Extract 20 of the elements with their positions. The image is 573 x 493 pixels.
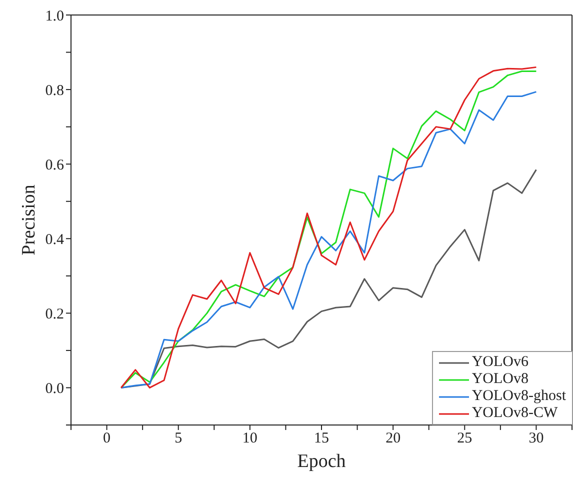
y-tick-label: 0.6	[45, 157, 64, 174]
y-tick-label: 0.0	[45, 381, 64, 398]
y-tick-label: 0.8	[45, 82, 64, 99]
x-tick-label: 0	[103, 430, 111, 447]
x-tick-label: 15	[314, 430, 329, 447]
legend-label: YOLOv8	[472, 371, 528, 388]
x-tick-label: 30	[528, 430, 544, 447]
y-tick-label: 0.2	[45, 306, 64, 323]
legend-label: YOLOv8-ghost	[472, 388, 566, 405]
y-axis-title: Precision	[18, 184, 40, 256]
legend-label: YOLOv8-CW	[472, 405, 558, 422]
x-tick-label: 25	[457, 430, 472, 447]
line-series	[120, 168, 537, 388]
legend-label: YOLOv6	[472, 354, 528, 371]
x-tick-label: 5	[174, 430, 182, 447]
x-tick-label: 20	[386, 430, 401, 447]
x-axis-title: Epoch	[297, 451, 346, 472]
y-tick-label: 1.0	[45, 8, 64, 24]
x-tick-label: 10	[242, 430, 258, 447]
y-tick-label: 0.4	[45, 232, 64, 248]
